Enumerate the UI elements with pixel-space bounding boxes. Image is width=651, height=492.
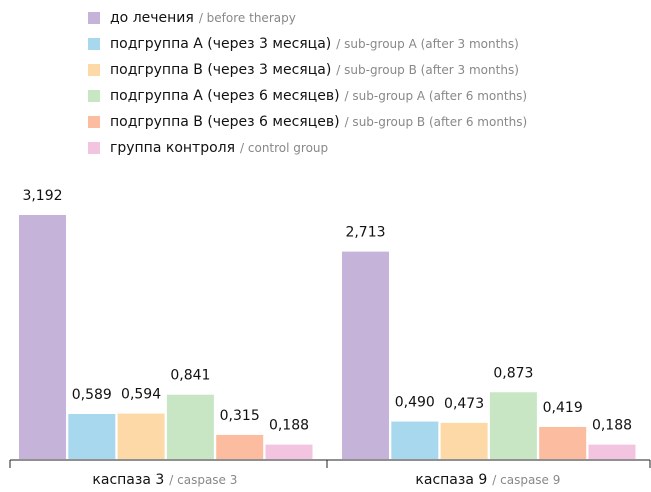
legend-name: группа контроля	[110, 140, 235, 156]
legend-name-en: / sub-group A (after 6 months)	[345, 89, 528, 103]
bar	[216, 434, 264, 459]
value-label: 0,594	[121, 387, 161, 403]
legend-name: подгруппа А (через 6 месяцев)	[110, 88, 340, 104]
value-label: 2,713	[345, 225, 385, 241]
bar	[265, 444, 313, 459]
value-label: 0,873	[493, 365, 533, 381]
category: каспаза 9	[415, 472, 487, 488]
value-label: 0,419	[543, 400, 583, 416]
value-label: 0,473	[444, 396, 484, 412]
value-label: 3,192	[22, 188, 62, 204]
legend-name: подгруппа А (через 3 месяца)	[110, 36, 331, 52]
legend-swatch	[88, 142, 100, 154]
value-label: 0,188	[269, 418, 309, 434]
bar	[391, 421, 439, 459]
legend-name: подгруппа В (через 6 месяцев)	[110, 114, 340, 130]
legend-entry: группа контроля / control group	[110, 140, 328, 156]
legend-swatch	[88, 64, 100, 76]
value-label: 0,188	[592, 418, 632, 434]
value-label: 0,589	[72, 387, 112, 403]
bar	[342, 251, 389, 459]
legend-name: подгруппа В (через 3 месяца)	[110, 62, 331, 78]
legend-entry: подгруппа А (через 3 месяца) / sub-group …	[110, 36, 519, 52]
value-label: 0,315	[220, 408, 260, 424]
bar	[539, 426, 587, 459]
legend-name-en: / control group	[240, 141, 328, 155]
category-en: / caspase 3	[169, 473, 237, 487]
legend-entry: подгруппа А (через 6 месяцев) / sub-group…	[110, 88, 527, 104]
legend-swatch	[88, 38, 100, 50]
legend-swatch	[88, 90, 100, 102]
legend-swatch	[88, 12, 100, 24]
bar	[588, 444, 636, 459]
legend-entry: подгруппа В (через 3 месяца) / sub-group …	[110, 62, 519, 78]
category-en: / caspase 9	[492, 473, 560, 487]
legend-entry: подгруппа В (через 6 месяцев) / sub-group…	[110, 114, 527, 130]
bar	[117, 413, 165, 459]
bar	[166, 394, 214, 459]
legend-entry: до лечения / before therapy	[110, 10, 296, 26]
legend-name-en: / before therapy	[199, 11, 296, 25]
x-tick-label: каспаза 3 / caspase 3	[92, 472, 237, 488]
bar	[489, 392, 537, 459]
legend-swatch	[88, 116, 100, 128]
legend-name-en: / sub-group B (after 3 months)	[336, 63, 519, 77]
x-tick-label: каспаза 9 / caspase 9	[415, 472, 560, 488]
category: каспаза 3	[92, 472, 164, 488]
legend-name: до лечения	[110, 10, 194, 26]
bar	[19, 215, 66, 459]
bar	[440, 422, 488, 459]
legend-name-en: / sub-group A (after 3 months)	[336, 37, 519, 51]
value-label: 0,841	[170, 368, 210, 384]
bar	[68, 413, 116, 459]
value-label: 0,490	[395, 395, 435, 411]
legend-name-en: / sub-group B (after 6 months)	[345, 115, 528, 129]
